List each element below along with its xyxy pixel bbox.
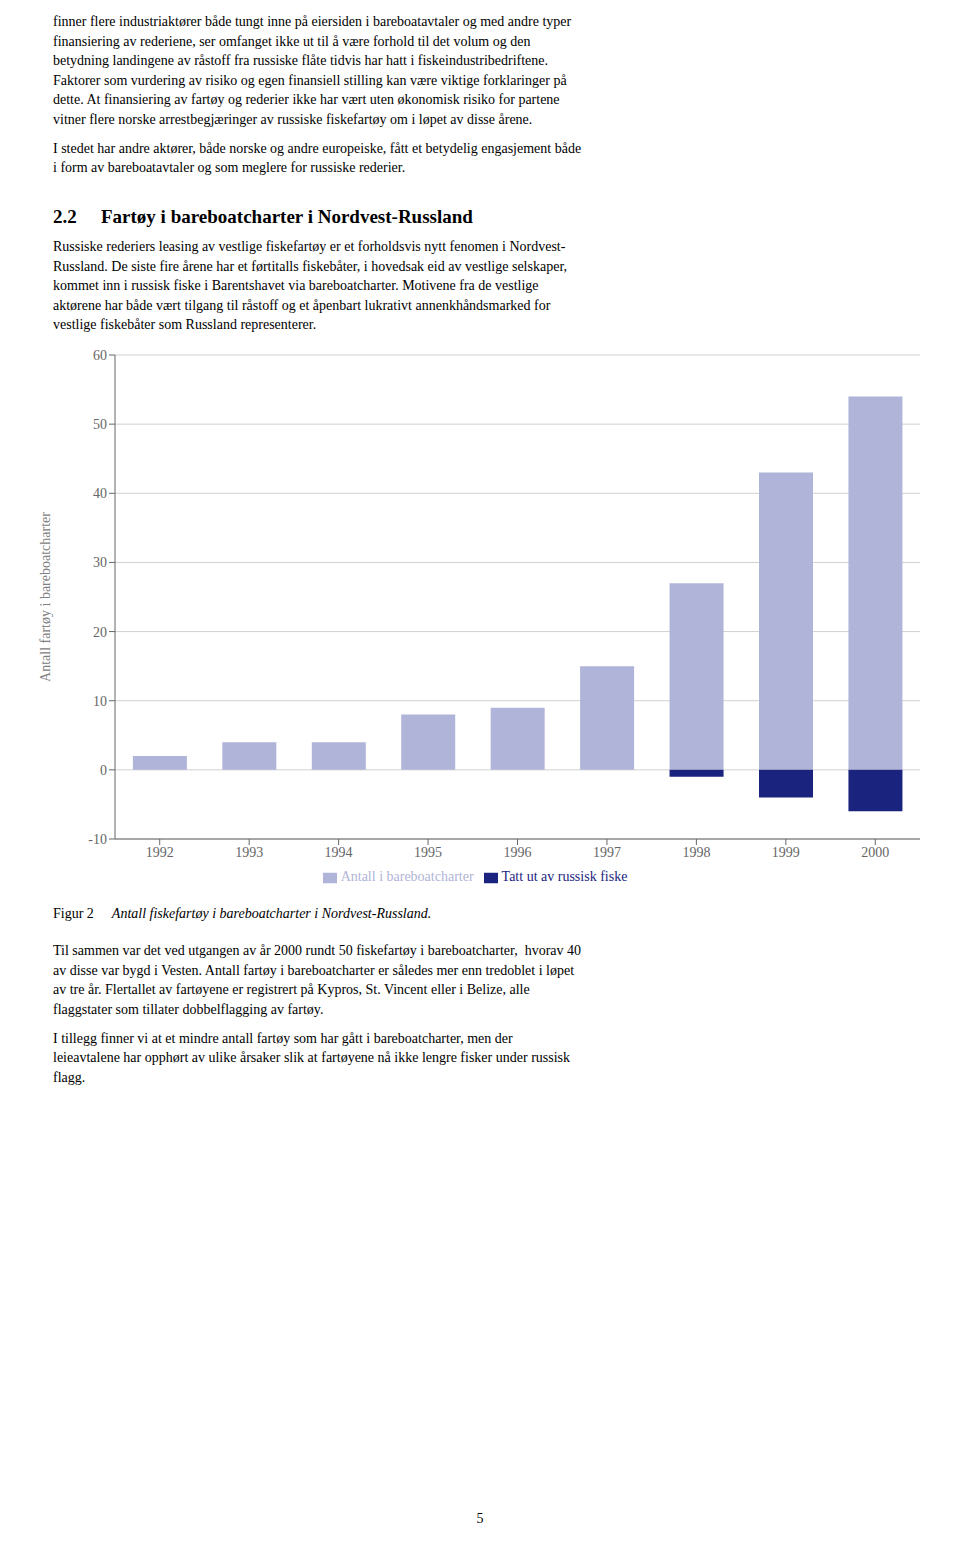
html-text:2.2: 2.2: [53, 206, 77, 227]
svg-text:0: 0: [100, 763, 107, 778]
svg-text:2000: 2000: [861, 845, 889, 860]
svg-text:1993: 1993: [235, 845, 263, 860]
svg-text:50: 50: [93, 417, 107, 432]
html-text:Faktorer som vurdering av risi: Faktorer som vurdering av risiko og egen…: [53, 72, 567, 88]
svg-text:1999: 1999: [772, 845, 800, 860]
svg-text:1995: 1995: [414, 845, 442, 860]
html-text:betydning landingene av råstof: betydning landingene av råstoff fra russ…: [53, 53, 548, 68]
html-text:Fartøy i bareboatcharter i Nor: Fartøy i bareboatcharter i Nordvest-Russ…: [101, 206, 473, 227]
svg-text:40: 40: [93, 486, 107, 501]
html-text:vitner flere norske arrestbegj: vitner flere norske arrestbegjæringer av…: [53, 111, 533, 127]
html-text:Tatt ut av russisk fiske: Tatt ut av russisk fiske: [501, 869, 628, 884]
svg-text:Antall fartøy i bareboatcharte: Antall fartøy i bareboatcharter: [38, 512, 53, 682]
html-text:vestlige fiskebåter som Russla: vestlige fiskebåter som Russland represe…: [53, 317, 317, 332]
html-text:i form av bareboatavtaler og s: i form av bareboatavtaler og som meglere…: [53, 160, 406, 176]
svg-text:-10: -10: [88, 832, 107, 847]
html-text:av tre år. Flertallet av fartø: av tre år. Flertallet av fartøyene er re…: [53, 982, 530, 997]
svg-text:30: 30: [93, 555, 107, 570]
svg-text:10: 10: [93, 694, 107, 709]
html-text:I stedet har andre aktører, bå: I stedet har andre aktører, både norske …: [53, 140, 582, 156]
svg-text:1998: 1998: [682, 845, 710, 860]
html-text:dette. At finansiering av fart: dette. At finansiering av fartøy og rede…: [53, 92, 560, 107]
html-text:Til sammen var det ved utgange: Til sammen var det ved utgangen av år 20…: [53, 943, 581, 958]
html-text:finansiering av rederiene, ser: finansiering av rederiene, ser omfanget …: [53, 33, 531, 49]
html-text:aktørene har både vært tilgang: aktørene har både vært tilgang til råsto…: [53, 297, 551, 313]
svg-text:1994: 1994: [325, 845, 353, 860]
html-text:finner flere industriaktører b: finner flere industriaktører både tungt …: [53, 14, 572, 29]
html-text:kommet inn i russisk fiske i B: kommet inn i russisk fiske i Barentshave…: [53, 278, 539, 293]
html-text:leieavtalene har opphørt av ul: leieavtalene har opphørt av ulike årsake…: [53, 1050, 570, 1066]
svg-text:20: 20: [93, 625, 107, 640]
html-text:I tillegg finner vi at et mind: I tillegg finner vi at et mindre antall …: [53, 1030, 513, 1046]
svg-text:1996: 1996: [504, 845, 532, 860]
html-text:Russland. De siste fire årene: Russland. De siste fire årene har et før…: [53, 258, 567, 274]
html-text:flagg.: flagg.: [53, 1069, 86, 1085]
svg-text:1997: 1997: [593, 845, 621, 860]
html-text:Antall i bareboatcharter: Antall i bareboatcharter: [340, 869, 474, 884]
html-text:Antall fiskefartøy i bareboatc: Antall fiskefartøy i bareboatcharter i N…: [111, 906, 432, 921]
html-text:Russiske rederiers leasing av: Russiske rederiers leasing av vestlige f…: [53, 239, 566, 254]
svg-text:1992: 1992: [146, 845, 174, 860]
html-text:av disse var bygd i Vesten. An: av disse var bygd i Vesten. Antall fartø…: [53, 962, 575, 978]
svg-text:60: 60: [93, 348, 107, 363]
html-text:Figur 2: Figur 2: [53, 906, 94, 921]
html-text:5: 5: [476, 1511, 484, 1526]
html-text:flaggstater som tillater dobbe: flaggstater som tillater dobbelflagging …: [53, 1001, 324, 1017]
